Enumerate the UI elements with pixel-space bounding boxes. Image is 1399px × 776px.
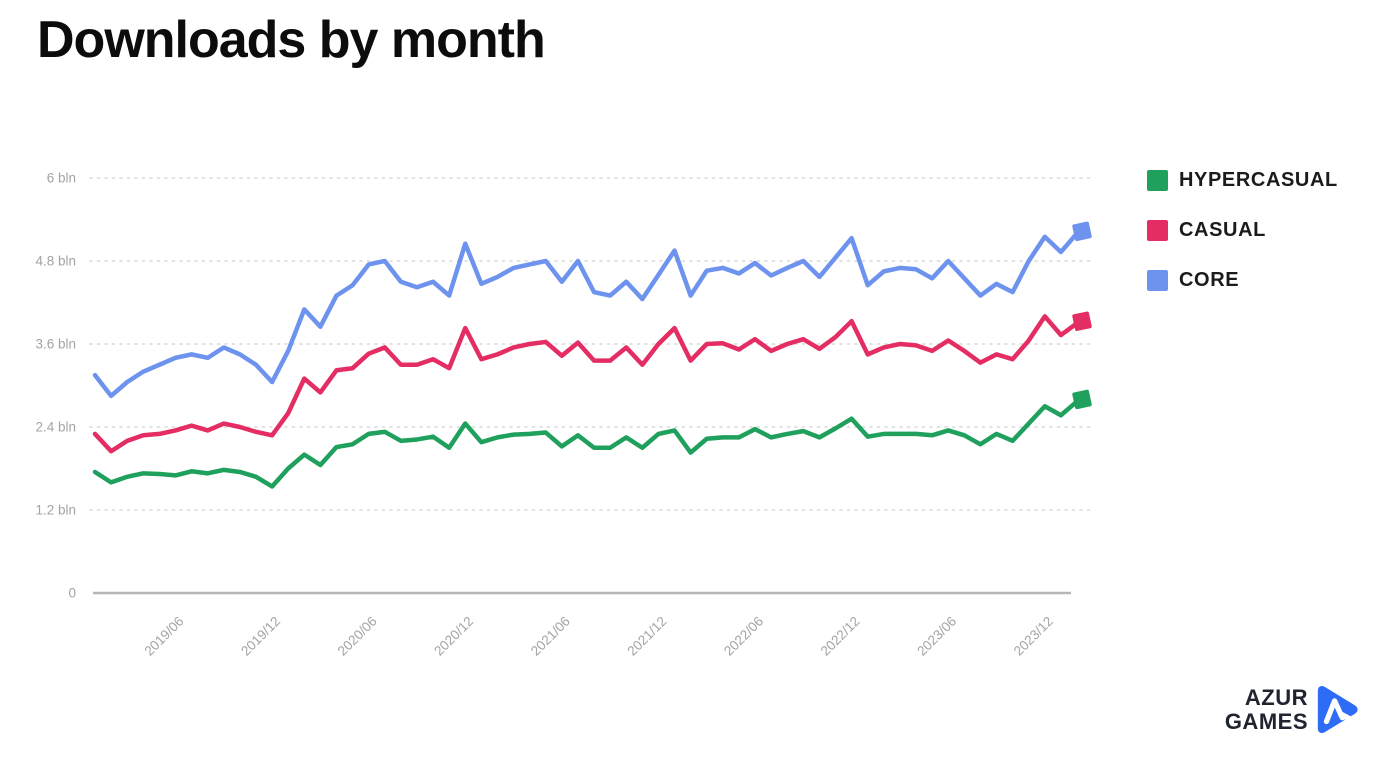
x-tick-label: 2022/12 (818, 614, 863, 659)
x-tick-label: 2019/06 (141, 614, 186, 659)
legend-label-casual: CASUAL (1179, 219, 1266, 241)
y-tick-label: 6 bln (47, 171, 76, 186)
azur-games-play-icon (1317, 685, 1360, 734)
legend-item-casual: CASUAL (1147, 219, 1338, 242)
x-tick-label: 2020/12 (431, 614, 476, 659)
series-line-hypercasual (92, 399, 1080, 489)
series-end-marker-core (1072, 221, 1092, 242)
azur-games-logo-text: AZUR GAMES (1210, 686, 1308, 734)
page-title: Downloads by month (37, 11, 546, 69)
series-line-casual (92, 314, 1080, 454)
hypercasual-swatch-icon (1147, 170, 1168, 191)
legend-label-core: CORE (1179, 269, 1240, 291)
series-end-marker-casual (1072, 311, 1092, 331)
x-tick-label: 2023/12 (1011, 614, 1056, 659)
y-tick-label: 0 (68, 586, 76, 601)
logo-line-games: GAMES (1224, 709, 1308, 734)
legend-item-core: CORE (1147, 269, 1338, 292)
y-tick-label: 1.2 bln (35, 503, 76, 518)
legend-item-hypercasual: HYPERCASUAL (1147, 169, 1338, 192)
legend: HYPERCASUAL CASUAL CORE (1147, 169, 1338, 319)
legend-label-hypercasual: HYPERCASUAL (1179, 169, 1338, 191)
x-tick-label: 2020/06 (335, 614, 380, 659)
y-tick-label: 4.8 bln (35, 254, 76, 269)
azur-games-logo: AZUR GAMES (1210, 682, 1360, 738)
x-tick-label: 2023/06 (914, 614, 959, 659)
series-end-marker-hypercasual (1072, 389, 1092, 410)
y-tick-label: 3.6 bln (35, 337, 76, 352)
casual-swatch-icon (1147, 220, 1168, 241)
y-tick-label: 2.4 bln (35, 420, 76, 435)
logo-line-azur: AZUR (1244, 685, 1308, 710)
x-tick-label: 2022/06 (721, 614, 766, 659)
x-tick-label: 2021/12 (624, 614, 669, 659)
series-line-core (92, 231, 1080, 399)
x-tick-label: 2019/12 (238, 614, 283, 659)
x-tick-label: 2021/06 (528, 614, 573, 659)
core-swatch-icon (1147, 270, 1168, 291)
